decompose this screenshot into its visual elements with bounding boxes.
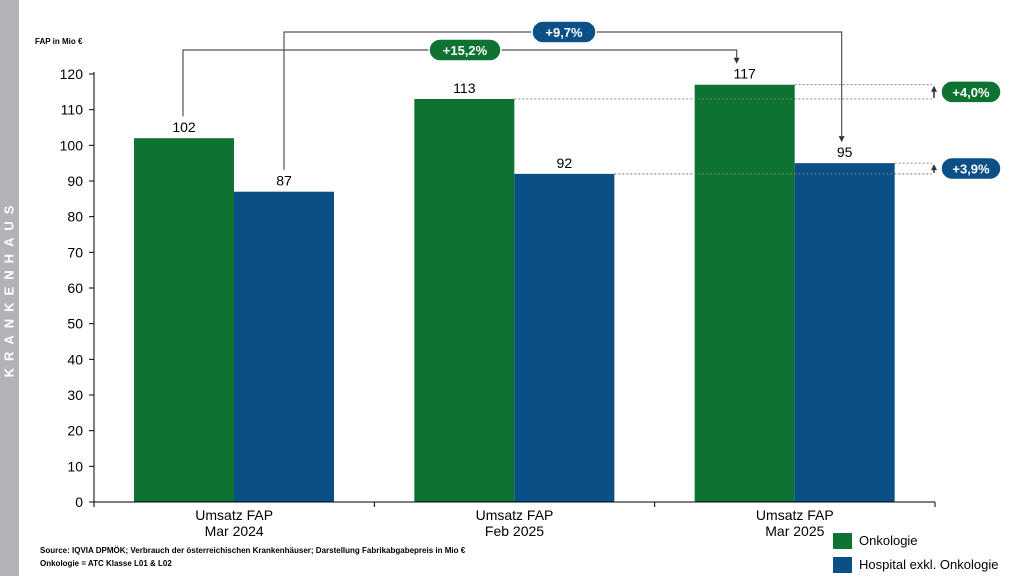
y-tick-label: 80 — [67, 209, 83, 225]
source-line-2: Onkologie = ATC Klasse L01 & L02 — [40, 559, 172, 568]
x-tick-label: Mar 2025 — [765, 523, 824, 539]
y-tick-label: 10 — [67, 458, 83, 474]
x-tick-label: Mar 2024 — [205, 523, 264, 539]
arrow-up-icon — [931, 85, 937, 92]
y-tick-label: 90 — [67, 173, 83, 189]
bar-onkologie — [134, 138, 234, 502]
y-tick-label: 40 — [67, 351, 83, 367]
badge-hospital-yoy — [531, 20, 597, 44]
legend-item-onkologie: Onkologie — [833, 530, 998, 551]
bar-onkologie — [694, 84, 795, 502]
y-tick-label: 30 — [67, 387, 83, 403]
legend-swatch-hospital — [833, 556, 852, 573]
y-tick-label: 120 — [60, 66, 84, 82]
x-tick-label: Umsatz FAP — [476, 507, 554, 523]
data-label: 87 — [276, 173, 292, 189]
badge-hospital-mom — [940, 156, 1002, 181]
x-tick-label: Feb 2025 — [485, 523, 544, 539]
y-tick-label: 20 — [67, 423, 83, 439]
y-axis-label: FAP in Mio € — [35, 37, 83, 46]
data-label: 95 — [837, 144, 853, 160]
data-label: 102 — [172, 119, 196, 135]
arrow-head-icon — [733, 57, 740, 64]
badge-hospital-yoy-text: +9,7% — [545, 25, 583, 40]
arrow-up-icon — [931, 164, 937, 171]
arrow-head-icon — [838, 136, 845, 143]
legend-label-hospital: Hospital exkl. Onkologie — [859, 557, 999, 572]
legend-label-onkologie: Onkologie — [859, 533, 918, 548]
y-tick-label: 110 — [61, 102, 84, 118]
chart-legend: Onkologie Hospital exkl. Onkologie — [833, 530, 998, 578]
x-tick-label: Umsatz FAP — [195, 507, 273, 523]
badge-onkologie-yoy-text: +15,2% — [443, 43, 488, 58]
y-tick-label: 100 — [60, 137, 84, 153]
badge-onkologie-mom-text: +4,0% — [952, 85, 990, 100]
source-note: Source: IQVIA DPMÖK; Verbrauch der öster… — [40, 544, 465, 570]
y-tick-label: 0 — [75, 494, 83, 510]
legend-swatch-onkologie — [833, 532, 852, 549]
data-label: 117 — [734, 66, 757, 82]
badge-onkologie-mom — [940, 80, 1002, 104]
y-tick-label: 60 — [67, 280, 83, 296]
bar-hospital — [234, 191, 334, 502]
x-tick-label: Umsatz FAP — [756, 507, 834, 523]
badge-hospital-mom-text: +3,9% — [952, 162, 990, 177]
badge-onkologie-yoy — [428, 38, 502, 62]
source-line-1: Source: IQVIA DPMÖK; Verbrauch der öster… — [40, 546, 466, 555]
y-tick-label: 50 — [67, 316, 83, 332]
bar-hospital — [794, 163, 895, 502]
bar-hospital — [514, 173, 615, 502]
sidebar: KRANKENHAUS — [0, 0, 19, 576]
data-label: 92 — [557, 155, 573, 171]
y-tick-label: 70 — [67, 244, 83, 260]
bar-onkologie — [414, 98, 515, 502]
legend-item-hospital: Hospital exkl. Onkologie — [833, 554, 998, 575]
data-label: 113 — [453, 80, 476, 96]
